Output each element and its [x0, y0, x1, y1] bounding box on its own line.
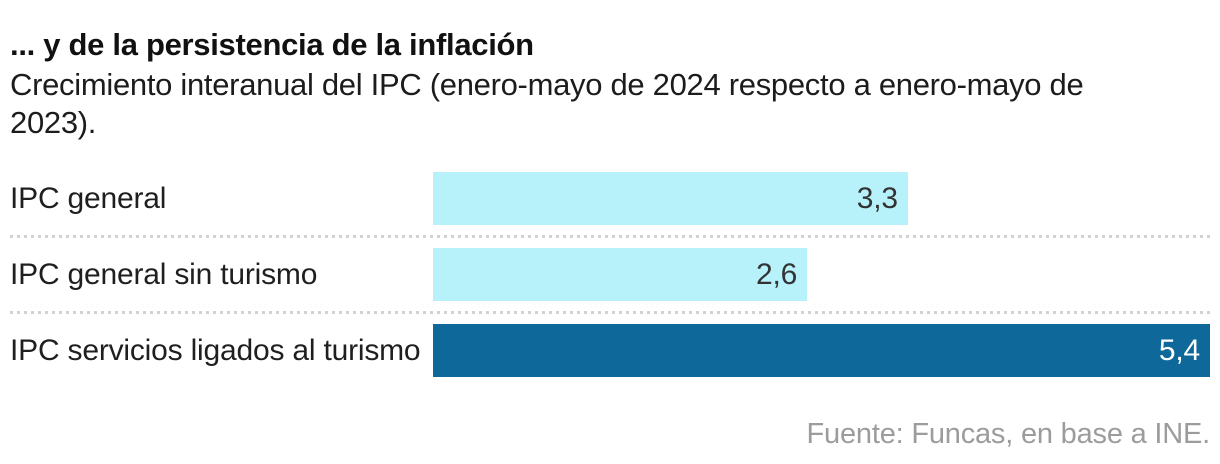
source-attribution: Fuente: Funcas, en base a INE. [806, 418, 1211, 450]
bar: 5,4 [433, 324, 1210, 377]
bar-value-label: 2,6 [756, 257, 798, 291]
chart-subtitle-line-1: Crecimiento interanual del IPC (enero-ma… [10, 67, 1084, 102]
row-label: IPC general [10, 181, 167, 215]
bar-row: IPC general 3,3 [10, 172, 1210, 225]
row-label: IPC general sin turismo [10, 257, 318, 291]
bar-track: 2,6 [433, 248, 1210, 301]
bar-chart: IPC general 3,3 IPC general sin turismo … [10, 172, 1210, 377]
chart-subtitle: Crecimiento interanual del IPC (enero-ma… [10, 66, 1210, 142]
row-label: IPC servicios ligados al turismo [10, 333, 421, 367]
bar-track: 3,3 [433, 172, 1210, 225]
chart-title: ... y de la persistencia de la inflación [10, 27, 534, 62]
bar: 2,6 [433, 248, 808, 301]
row-separator [10, 235, 1210, 238]
bar-track: 5,4 [433, 324, 1210, 377]
chart-subtitle-line-2: 2023). [10, 105, 97, 140]
bar-row: IPC general sin turismo 2,6 [10, 248, 1210, 301]
bar: 3,3 [433, 172, 908, 225]
bar-value-label: 5,4 [1158, 333, 1200, 367]
bar-value-label: 3,3 [856, 181, 898, 215]
bar-row: IPC servicios ligados al turismo 5,4 [10, 324, 1210, 377]
row-separator [10, 311, 1210, 314]
